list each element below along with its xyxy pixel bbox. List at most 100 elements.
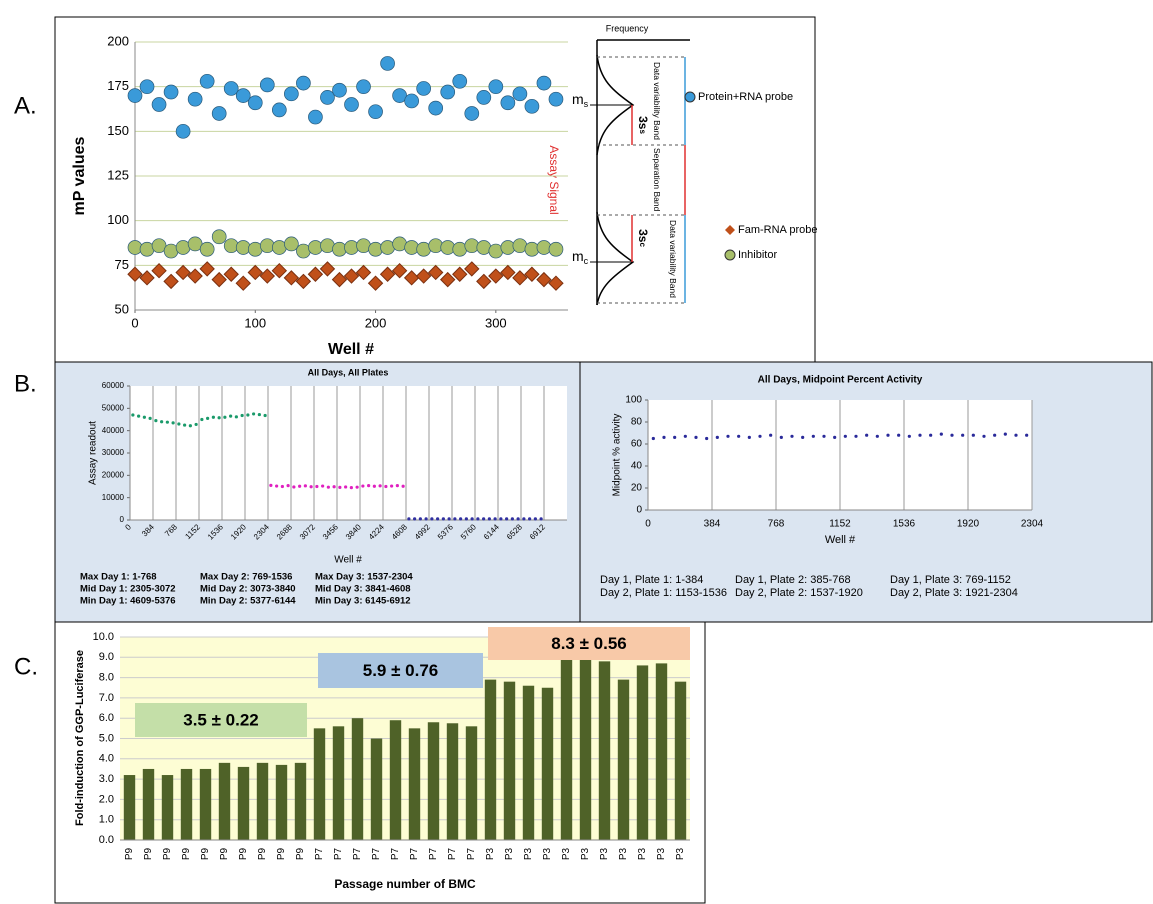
point: [200, 417, 204, 422]
point: [737, 434, 741, 438]
bar: [522, 685, 535, 840]
point: [452, 266, 468, 282]
note: Day 2, Plate 3: 1921-2304: [890, 587, 1018, 599]
point: [651, 436, 655, 441]
y-tick-label: 40000: [102, 426, 125, 435]
x-tick-label: 0: [645, 519, 651, 530]
point: [292, 485, 296, 489]
point: [151, 97, 167, 112]
y-axis-label: Midpoint % activity: [612, 414, 623, 497]
point: [510, 517, 514, 521]
bar: [408, 728, 421, 840]
point: [516, 517, 520, 521]
bar: [484, 679, 497, 840]
point: [1014, 433, 1018, 437]
y-tick-label: 100: [107, 212, 129, 227]
x-tick-label: P3: [656, 847, 667, 860]
point: [321, 484, 325, 488]
annotation: 8.3 ± 0.56: [551, 634, 627, 653]
sd-label: 3sc: [636, 229, 650, 247]
point: [950, 433, 954, 437]
x-tick-label: P7: [314, 847, 325, 860]
annotation-box: [488, 627, 690, 660]
bar: [256, 762, 269, 840]
point: [440, 271, 456, 288]
point: [280, 484, 284, 489]
point: [453, 517, 457, 521]
point: [368, 104, 383, 120]
point: [993, 433, 997, 437]
point: [464, 106, 480, 121]
note: Min Day 1: 4609-5376: [80, 596, 176, 607]
y-tick-label: 7.0: [99, 692, 114, 704]
x-tick-label: P7: [447, 847, 458, 860]
point: [154, 419, 158, 423]
bar: [389, 720, 402, 840]
point: [779, 435, 783, 439]
point: [283, 270, 300, 286]
point: [303, 484, 307, 488]
point: [822, 434, 826, 438]
point: [476, 517, 480, 521]
point: [505, 517, 509, 521]
point: [160, 420, 164, 424]
y-tick-label: 0: [120, 515, 125, 524]
bar: [332, 726, 345, 840]
point: [163, 273, 179, 290]
point: [440, 84, 456, 100]
point: [464, 261, 480, 277]
point: [528, 517, 532, 521]
note: Min Day 2: 5377-6144: [200, 596, 296, 607]
bar: [579, 659, 592, 840]
y-tick-label: 50000: [102, 403, 125, 412]
point: [271, 102, 287, 118]
y-tick-label: 1.0: [99, 814, 114, 826]
x-tick-label: P3: [580, 847, 591, 860]
bar: [218, 762, 231, 840]
point: [907, 434, 911, 438]
x-tick-label: 0: [123, 522, 133, 532]
y-axis-label: Fold-induction of GGP-Luciferase: [74, 650, 86, 826]
annotation-box: [318, 653, 483, 688]
note: Day 1, Plate 1: 1-384: [600, 574, 703, 586]
point: [194, 422, 198, 427]
point: [801, 435, 805, 439]
point: [415, 268, 432, 284]
point: [320, 90, 335, 105]
point: [379, 266, 396, 282]
point: [142, 415, 146, 419]
point: [424, 517, 428, 521]
panel-label: B.: [14, 370, 37, 397]
point: [427, 264, 444, 281]
point: [163, 84, 179, 100]
point: [961, 433, 965, 437]
point: [897, 433, 901, 437]
x-tick-label: P9: [124, 847, 135, 860]
bar: [617, 679, 630, 840]
y-tick-label: 75: [115, 257, 129, 272]
x-tick-label: P3: [523, 847, 534, 860]
x-tick-label: P3: [504, 847, 515, 860]
x-tick-label: P9: [143, 847, 154, 860]
x-tick-label: P3: [637, 847, 648, 860]
point: [171, 421, 175, 425]
point: [217, 416, 221, 420]
x-tick-label: P3: [618, 847, 629, 860]
y-tick-label: 3.0: [99, 773, 114, 785]
y-tick-label: 175: [107, 78, 129, 93]
point: [338, 485, 342, 489]
point: [413, 517, 417, 521]
point: [524, 98, 540, 114]
point: [488, 79, 504, 95]
note: Min Day 3: 6145-6912: [315, 596, 411, 607]
point: [235, 88, 251, 103]
bar: [465, 726, 478, 840]
point: [315, 484, 319, 489]
mean-label: ms: [572, 91, 589, 110]
point: [459, 517, 463, 521]
point: [355, 264, 372, 281]
point: [548, 275, 564, 291]
legend-marker: [724, 249, 736, 261]
y-tick-label: 20: [631, 483, 643, 494]
x-tick-label: P9: [181, 847, 192, 860]
